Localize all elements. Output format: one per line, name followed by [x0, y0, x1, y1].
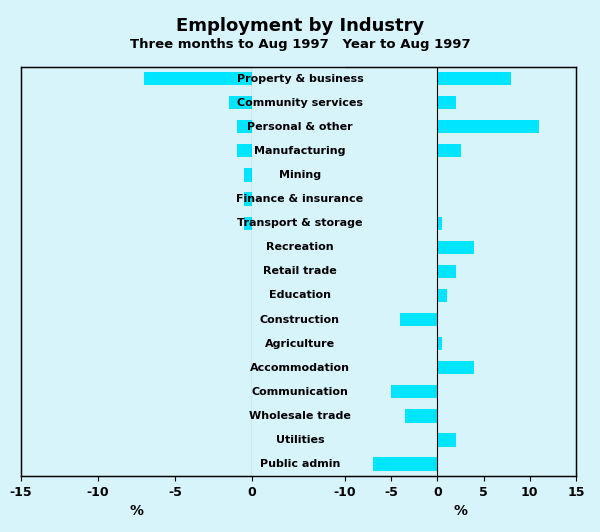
Bar [244, 193, 252, 206]
Bar [437, 96, 456, 109]
Text: Employment by Industry: Employment by Industry [176, 16, 424, 35]
Text: Transport & storage: Transport & storage [237, 218, 363, 228]
Text: Finance & insurance: Finance & insurance [236, 194, 364, 204]
Bar [244, 168, 252, 181]
Bar [437, 337, 442, 350]
Text: Education: Education [269, 290, 331, 301]
Bar [437, 361, 475, 375]
Text: Accommodation: Accommodation [250, 363, 350, 373]
Bar [400, 313, 437, 326]
Text: Three months to Aug 1997   Year to Aug 1997: Three months to Aug 1997 Year to Aug 199… [130, 38, 470, 51]
Text: Property & business: Property & business [236, 73, 364, 84]
Bar [437, 72, 511, 85]
Bar [252, 313, 298, 326]
Text: Construction: Construction [260, 314, 340, 325]
Bar [144, 72, 252, 85]
Bar [252, 337, 298, 350]
Text: Wholesale trade: Wholesale trade [249, 411, 351, 421]
Bar [437, 144, 461, 157]
Text: Communication: Communication [251, 387, 349, 397]
Text: Retail trade: Retail trade [263, 267, 337, 276]
Bar [244, 217, 252, 230]
Bar [437, 265, 456, 278]
Bar [252, 385, 314, 398]
Bar [252, 434, 322, 447]
Bar [236, 120, 252, 134]
Bar [252, 361, 298, 375]
Bar [236, 144, 252, 157]
Text: Recreation: Recreation [266, 242, 334, 252]
Bar [437, 120, 539, 134]
X-axis label: %: % [454, 504, 467, 518]
Text: Mining: Mining [279, 170, 321, 180]
Text: Public admin: Public admin [260, 459, 340, 469]
X-axis label: %: % [130, 504, 143, 518]
Bar [373, 458, 437, 471]
Text: Agriculture: Agriculture [265, 338, 335, 348]
Bar [437, 240, 475, 254]
Bar [252, 458, 329, 471]
Bar [437, 217, 442, 230]
Bar [252, 265, 260, 278]
Bar [437, 434, 456, 447]
Text: Manufacturing: Manufacturing [254, 146, 346, 156]
Text: Community services: Community services [237, 98, 363, 107]
Text: Personal & other: Personal & other [247, 122, 353, 132]
Bar [229, 96, 252, 109]
Bar [405, 409, 437, 422]
Text: Utilities: Utilities [275, 435, 325, 445]
Bar [252, 289, 260, 302]
Bar [252, 409, 322, 422]
Bar [391, 385, 437, 398]
Bar [437, 289, 446, 302]
